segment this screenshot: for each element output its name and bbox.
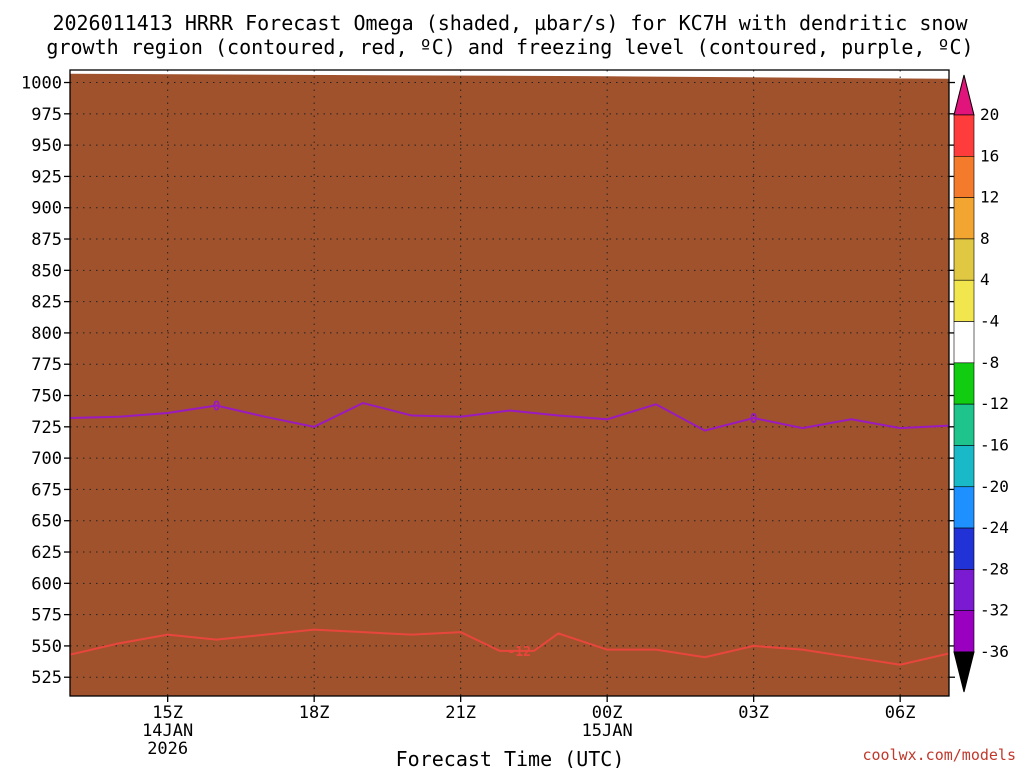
x-tick-label-00Z-0: 00Z <box>592 703 623 723</box>
terrain-fill <box>70 73 949 696</box>
colorbar-label-11: -28 <box>980 559 1009 578</box>
y-tick-label-675: 675 <box>31 480 62 500</box>
colorbar-label-4: 4 <box>980 270 990 289</box>
colorbar-label-0: 20 <box>980 105 999 124</box>
y-tick-label-525: 525 <box>31 668 62 688</box>
chart-title-line-1: 2026011413 HRRR Forecast Omega (shaded, … <box>52 11 968 35</box>
y-tick-label-625: 625 <box>31 543 62 563</box>
colorbar: 20 16 12 8 4 -4 -8 -12 -16 -20 -24 -28 -32 -36 <box>953 74 1009 693</box>
colorbar-label-12: -32 <box>980 601 1009 620</box>
x-tick-label-18Z-0: 18Z <box>299 703 330 723</box>
contour-lines <box>70 401 949 666</box>
y-tick-label-875: 875 <box>31 230 62 250</box>
y-tick-label-975: 975 <box>31 105 62 125</box>
y-axis: 525 550 575 600 625 650 675 700 725 750 775 800 825 8… <box>21 74 955 688</box>
colorbar-band-9 <box>953 486 975 529</box>
y-tick-label-750: 750 <box>31 387 62 407</box>
y-tick-label-650: 650 <box>31 512 62 532</box>
y-tick-label-550: 550 <box>31 637 62 657</box>
y-tick-label-575: 575 <box>31 606 62 626</box>
colorbar-band-10 <box>953 527 975 570</box>
colorbar-label-13: -36 <box>980 642 1009 661</box>
plot-frame <box>69 69 950 697</box>
colorbar-label-6: -8 <box>980 353 999 372</box>
y-tick-label-700: 700 <box>31 449 62 469</box>
colorbar-bottom-arrow <box>953 651 975 693</box>
chart-title-line-2: growth region (contoured, red, ºC) and f… <box>46 35 973 59</box>
y-tick-label-600: 600 <box>31 574 62 594</box>
colorbar-label-10: -24 <box>980 518 1009 537</box>
colorbar-band-11 <box>953 569 975 611</box>
colorbar-band-12 <box>953 610 975 653</box>
y-tick-label-825: 825 <box>31 293 62 313</box>
colorbar-label-9: -20 <box>980 477 1009 496</box>
colorbar-band-1 <box>953 156 975 198</box>
x-tick-label-15Z-2: 2026 <box>147 739 188 759</box>
x-tick-label-00Z-1: 15JAN <box>582 721 633 741</box>
colorbar-top-arrow <box>953 74 975 116</box>
contour-label-1: 0 <box>213 400 221 415</box>
x-axis-label: Forecast Time (UTC) <box>396 747 625 768</box>
contour-label-0: -12 <box>508 645 531 660</box>
contour-labels: -12 0 0 <box>213 400 758 660</box>
colorbar-label-8: -16 <box>980 435 1009 454</box>
x-tick-label-21Z-0: 21Z <box>445 703 476 723</box>
y-tick-label-850: 850 <box>31 261 62 281</box>
x-tick-label-15Z-1: 14JAN <box>142 721 193 741</box>
y-tick-label-925: 925 <box>31 167 62 187</box>
x-tick-label-06Z-0: 06Z <box>885 703 916 723</box>
colorbar-label-3: 8 <box>980 229 990 248</box>
terrain-ground <box>70 73 949 696</box>
colorbar-band-7 <box>953 403 975 446</box>
colorbar-band-6 <box>953 362 975 405</box>
y-tick-label-775: 775 <box>31 355 62 375</box>
colorbar-label-2: 12 <box>980 188 999 207</box>
y-tick-label-900: 900 <box>31 199 62 219</box>
y-tick-label-1000: 1000 <box>21 74 62 94</box>
colorbar-band-0 <box>953 114 975 157</box>
colorbar-band-8 <box>953 445 975 488</box>
contour-label-2: 0 <box>750 412 758 427</box>
x-tick-label-15Z-0: 15Z <box>152 703 183 723</box>
colorbar-band-4 <box>953 279 975 322</box>
colorbar-label-5: -4 <box>980 312 999 331</box>
grid-lines <box>70 70 949 696</box>
colorbar-label-1: 16 <box>980 146 999 165</box>
y-tick-label-725: 725 <box>31 418 62 438</box>
x-tick-label-03Z-0: 03Z <box>738 703 769 723</box>
colorbar-band-2 <box>953 197 975 240</box>
y-tick-label-950: 950 <box>31 136 62 156</box>
colorbar-label-7: -12 <box>980 394 1009 413</box>
site-credit: coolwx.com/models <box>862 746 1016 764</box>
contour-line-0 <box>70 628 949 666</box>
colorbar-band-3 <box>953 238 975 281</box>
contour-line-1 <box>70 401 949 432</box>
y-tick-label-800: 800 <box>31 324 62 344</box>
colorbar-band-5 <box>953 321 975 364</box>
